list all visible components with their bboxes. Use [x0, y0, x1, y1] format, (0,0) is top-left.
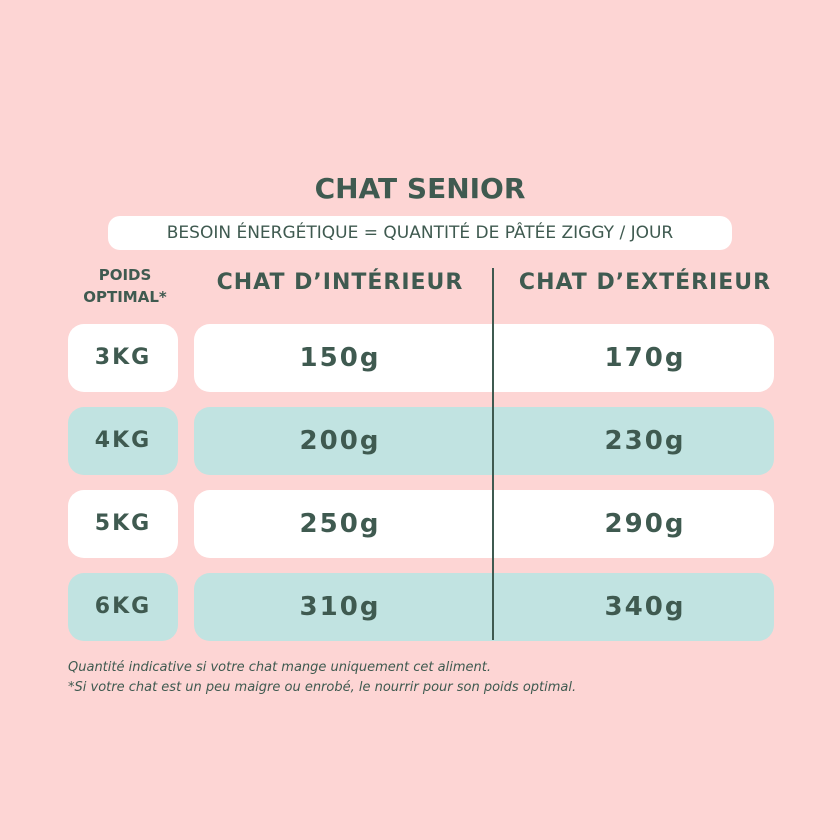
- weight-cell: 5KG: [68, 490, 178, 558]
- weight-cell: 4KG: [68, 407, 178, 475]
- value-cell: 340g: [604, 592, 686, 622]
- weight-cell: 3KG: [68, 324, 178, 392]
- header-cell: CHAT D’EXTÉRIEUR: [518, 270, 772, 295]
- header-cell: POIDS OPTIMAL*: [83, 266, 167, 306]
- weight-cell: 6KG: [68, 573, 178, 641]
- value-cell: 150g: [299, 343, 381, 373]
- divider: [492, 268, 494, 640]
- title: CHAT SENIOR: [314, 172, 526, 205]
- note: *Si votre chat est un peu maigre ou enro…: [68, 680, 577, 695]
- header-cell: CHAT D’INTÉRIEUR: [216, 270, 464, 295]
- subtitle: BESOIN ÉNERGÉTIQUE = QUANTITÉ DE PÂTÉE Z…: [108, 216, 732, 250]
- value-cell: 290g: [604, 509, 686, 539]
- note: Quantité indicative si votre chat mange …: [68, 660, 491, 675]
- value-cell: 200g: [299, 426, 381, 456]
- value-row: [194, 490, 774, 558]
- value-cell: 250g: [299, 509, 381, 539]
- value-row: [194, 407, 774, 475]
- value-cell: 230g: [604, 426, 686, 456]
- value-cell: 170g: [604, 343, 686, 373]
- value-row: [194, 324, 774, 392]
- value-row: [194, 573, 774, 641]
- value-cell: 310g: [299, 592, 381, 622]
